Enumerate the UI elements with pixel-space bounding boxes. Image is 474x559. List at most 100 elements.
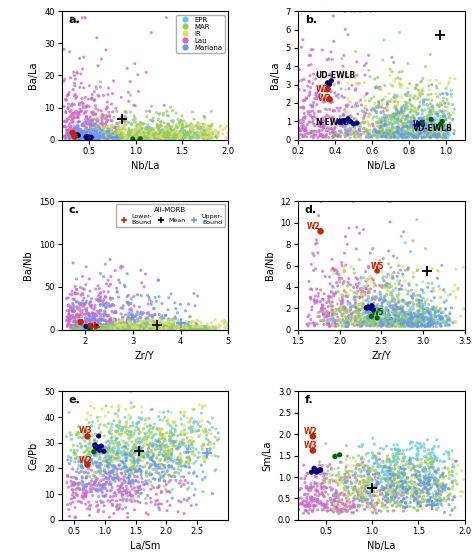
Point	[181, 134, 188, 143]
Point	[395, 261, 402, 270]
Point	[84, 409, 91, 418]
Point	[82, 102, 90, 111]
Point	[357, 460, 365, 469]
Point	[64, 452, 72, 461]
Point	[74, 130, 82, 139]
Point	[400, 470, 407, 479]
Point	[373, 477, 380, 486]
Point	[398, 480, 406, 489]
Point	[301, 478, 309, 487]
Point	[71, 129, 79, 138]
Point	[375, 128, 383, 137]
Point	[394, 478, 401, 487]
Point	[394, 124, 402, 132]
Point	[159, 321, 167, 330]
Point	[368, 474, 375, 483]
Point	[127, 91, 135, 100]
Point	[341, 484, 348, 493]
Point	[381, 309, 388, 318]
Point	[155, 476, 163, 485]
Point	[327, 95, 335, 104]
Point	[106, 132, 113, 141]
Point	[155, 323, 163, 331]
Point	[345, 119, 353, 128]
Point	[197, 422, 204, 431]
Point	[148, 323, 155, 332]
Point	[203, 323, 211, 332]
Point	[127, 134, 135, 143]
Point	[204, 134, 211, 143]
Point	[307, 495, 315, 504]
Point	[200, 126, 208, 135]
Point	[141, 132, 149, 141]
Point	[172, 132, 179, 141]
Point	[373, 501, 380, 510]
Point	[393, 117, 401, 126]
Point	[388, 282, 395, 291]
Point	[357, 310, 365, 319]
Point	[376, 318, 383, 327]
Point	[70, 477, 77, 486]
Point	[171, 425, 179, 434]
Point	[209, 128, 216, 137]
Point	[381, 115, 389, 124]
Point	[70, 131, 78, 140]
Point	[325, 126, 332, 135]
Point	[108, 429, 115, 438]
Point	[428, 457, 436, 466]
Point	[427, 120, 435, 129]
Point	[400, 494, 408, 503]
Point	[124, 509, 131, 518]
Point	[194, 128, 201, 137]
Point	[351, 487, 359, 496]
Point	[328, 297, 336, 306]
Point	[118, 321, 126, 330]
Point	[408, 476, 415, 485]
Point	[205, 125, 212, 134]
Point	[203, 431, 210, 440]
Point	[299, 103, 307, 112]
Point	[330, 310, 337, 319]
Point	[82, 115, 90, 124]
Point	[392, 472, 400, 481]
Point	[439, 457, 447, 466]
Point	[195, 426, 202, 435]
Point	[341, 484, 348, 492]
Point	[93, 452, 101, 461]
Point	[132, 118, 140, 127]
Point	[118, 448, 126, 457]
Point	[84, 134, 92, 143]
Point	[411, 441, 419, 450]
Point	[100, 316, 108, 325]
Point	[422, 483, 430, 492]
Point	[394, 318, 402, 327]
Point	[122, 134, 130, 143]
Point	[377, 444, 384, 453]
Point	[194, 325, 202, 334]
Point	[311, 472, 319, 481]
Point	[320, 482, 328, 491]
Point	[90, 325, 97, 334]
Point	[364, 312, 371, 321]
Point	[101, 454, 109, 463]
Point	[124, 467, 131, 476]
Point	[119, 124, 127, 133]
Point	[104, 470, 111, 479]
Point	[135, 452, 143, 461]
Point	[365, 288, 373, 297]
Point	[166, 324, 174, 333]
Point	[77, 453, 84, 462]
Point	[437, 485, 444, 494]
Point	[96, 450, 104, 459]
Point	[102, 131, 109, 140]
Point	[369, 481, 376, 490]
Point	[370, 452, 377, 461]
Point	[120, 281, 128, 290]
Point	[388, 493, 395, 502]
Point	[111, 463, 119, 472]
Point	[131, 443, 138, 452]
Point	[297, 126, 304, 135]
Point	[144, 291, 151, 300]
Point	[431, 119, 439, 128]
Point	[86, 125, 94, 134]
